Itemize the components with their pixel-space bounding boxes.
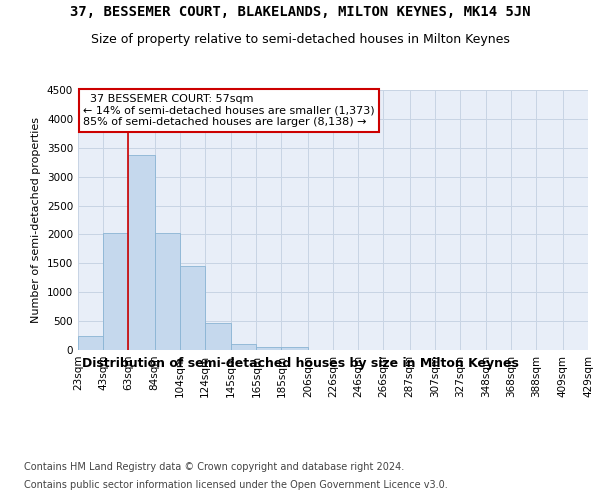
- Text: Contains HM Land Registry data © Crown copyright and database right 2024.: Contains HM Land Registry data © Crown c…: [24, 462, 404, 472]
- Bar: [205, 323, 231, 350]
- Bar: [256, 346, 281, 350]
- Text: Size of property relative to semi-detached houses in Milton Keynes: Size of property relative to semi-detach…: [91, 32, 509, 46]
- Bar: [128, 154, 155, 350]
- Text: Distribution of semi-detached houses by size in Milton Keynes: Distribution of semi-detached houses by …: [82, 358, 518, 370]
- Bar: [231, 344, 256, 350]
- Bar: [281, 346, 308, 350]
- Text: 37 BESSEMER COURT: 57sqm
← 14% of semi-detached houses are smaller (1,373)
85% o: 37 BESSEMER COURT: 57sqm ← 14% of semi-d…: [83, 94, 375, 127]
- Bar: [103, 232, 128, 350]
- Text: 37, BESSEMER COURT, BLAKELANDS, MILTON KEYNES, MK14 5JN: 37, BESSEMER COURT, BLAKELANDS, MILTON K…: [70, 5, 530, 19]
- Text: Contains public sector information licensed under the Open Government Licence v3: Contains public sector information licen…: [24, 480, 448, 490]
- Y-axis label: Number of semi-detached properties: Number of semi-detached properties: [31, 117, 41, 323]
- Bar: [180, 266, 205, 350]
- Bar: [78, 336, 103, 350]
- Bar: [155, 234, 180, 350]
